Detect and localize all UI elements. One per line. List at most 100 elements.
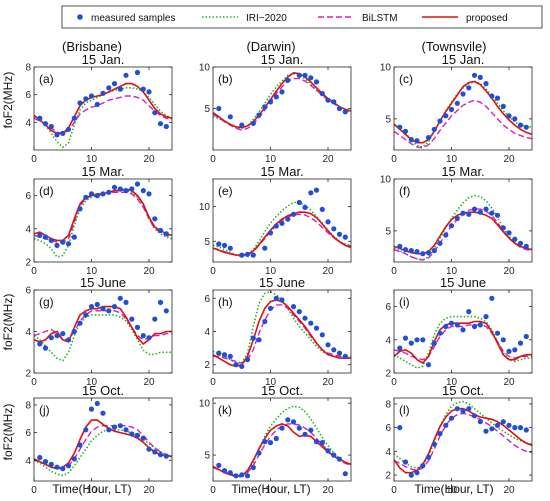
measured-point [163, 308, 169, 314]
measured-point [77, 442, 83, 448]
measured-point [262, 104, 268, 110]
measured-point [60, 331, 66, 337]
panel-e: 0 10 20 5 10 (e) 15 Mar. [199, 164, 352, 277]
panel-title: 15 Jan. [442, 52, 485, 67]
measured-point [267, 230, 274, 236]
measured-point [273, 295, 279, 301]
measured-point [233, 473, 239, 479]
y-tick-label: 5 [385, 114, 391, 125]
measured-point [466, 406, 472, 412]
measured-point [279, 425, 285, 431]
measured-point [460, 91, 466, 97]
panel-label: (i) [399, 295, 410, 309]
measured-point [425, 250, 432, 256]
measured-point [250, 335, 256, 341]
x-tick-label: 20 [503, 266, 515, 277]
measured-point [425, 362, 432, 368]
measured-point [296, 72, 302, 78]
measured-point [477, 322, 483, 328]
measured-point [313, 325, 320, 331]
measured-point [517, 425, 524, 431]
measured-point [494, 212, 501, 218]
measured-point [319, 332, 325, 338]
measured-point [123, 72, 129, 78]
measured-point [106, 427, 112, 433]
measured-point [83, 312, 89, 318]
measured-point [477, 209, 483, 215]
measured-point [279, 89, 285, 95]
x-tick-label: 20 [322, 485, 334, 496]
measured-point [227, 114, 233, 120]
series-line-proposed [213, 211, 351, 256]
measured-point [94, 301, 100, 308]
series-line-iri-2020 [394, 80, 532, 148]
measured-point [239, 122, 245, 128]
measured-point [500, 337, 506, 343]
measured-point [157, 452, 164, 458]
panel-label: (e) [218, 184, 233, 198]
measured-point [117, 423, 123, 429]
measured-point [431, 126, 437, 132]
measured-point [163, 453, 169, 459]
x-tick-label: 0 [391, 377, 397, 388]
measured-point [319, 91, 325, 97]
panel-label: (g) [39, 295, 54, 309]
x-tick-label: 20 [503, 485, 515, 496]
measured-point [402, 459, 409, 465]
measured-point [163, 123, 169, 130]
measured-point [157, 299, 164, 305]
measured-point [517, 340, 524, 346]
measured-point [60, 130, 66, 136]
measured-point [106, 85, 112, 91]
legend-label-measured: measured samples [91, 13, 175, 24]
measured-point [336, 231, 343, 237]
plot-frame [212, 178, 352, 263]
measured-point [448, 106, 455, 113]
measured-point [233, 362, 239, 368]
measured-point [296, 425, 302, 431]
x-tick-label: 0 [31, 266, 37, 277]
y-axis-label-row1: foF2(MHz) [1, 72, 15, 129]
measured-point [65, 337, 72, 343]
measured-point [48, 461, 54, 467]
y-tick-label: 6 [25, 90, 31, 101]
panel-f: 0 10 20 5 10 (f) 15 Mar. [380, 164, 533, 277]
legend-marker-measured [77, 14, 83, 20]
panel-title: 15 Jan. [82, 52, 125, 67]
measured-point [290, 304, 297, 310]
x-tick-label: 0 [391, 485, 397, 496]
measured-point [262, 245, 268, 251]
series-line-bilstm [213, 304, 351, 364]
measured-point [65, 463, 72, 469]
measured-point [443, 323, 449, 330]
measured-point [100, 410, 106, 416]
x-tick-label: 10 [265, 485, 277, 496]
measured-point [325, 97, 331, 103]
y-tick-label: 5 [204, 104, 210, 115]
measured-point [437, 240, 443, 246]
measured-point [42, 121, 49, 127]
measured-point [489, 426, 495, 432]
measured-point [111, 81, 118, 87]
legend: measured samples IRI−2020 BiLSTM propose… [61, 5, 543, 29]
series-line-bilstm [394, 324, 532, 361]
measured-point [319, 440, 325, 446]
y-tick-label: 6 [204, 294, 210, 305]
measured-point [342, 234, 348, 240]
measured-point [331, 99, 337, 105]
measured-point [512, 116, 518, 122]
panel-title: 15 Oct. [82, 383, 124, 398]
y-tick-label: 2 [385, 471, 391, 482]
y-tick-label: 4 [25, 118, 31, 129]
measured-point [129, 62, 134, 67]
measured-point [308, 75, 314, 81]
x-tick-label: 0 [391, 266, 397, 277]
x-tick-label: 20 [143, 485, 155, 496]
y-tick-label: 4 [385, 335, 391, 346]
measured-point [117, 186, 123, 192]
x-tick-label: 10 [265, 154, 277, 165]
measured-point [506, 113, 512, 119]
y-tick-label: 6 [25, 286, 31, 297]
series-line-bilstm [394, 412, 532, 472]
measured-point [54, 333, 60, 339]
